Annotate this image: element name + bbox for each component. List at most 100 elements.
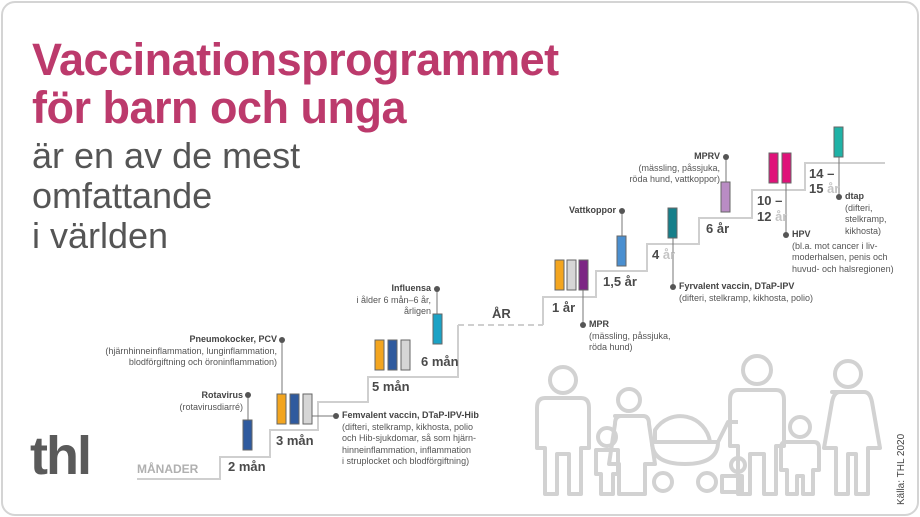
age-label-value: 10 – bbox=[757, 193, 783, 208]
pcv-vaccine-bar bbox=[276, 393, 287, 425]
age-label: 3 mån bbox=[276, 433, 314, 448]
age-label-value: 1 år bbox=[552, 300, 576, 315]
vaccine-description: (mässling, påssjuka, bbox=[638, 162, 720, 173]
leader-dot bbox=[279, 337, 285, 343]
vaccine-description: röda hund) bbox=[589, 342, 633, 352]
vaccine-name: Rotavirus bbox=[201, 390, 243, 400]
vaccine-description: i struplocket och blodförgiftning) bbox=[342, 456, 470, 466]
age-label: 1 år bbox=[552, 300, 575, 315]
age-label-value: 2 mån bbox=[228, 459, 266, 474]
vaccine-annotation: Fyrvalent vaccin, DTaP-IPV (difteri, stel… bbox=[679, 281, 813, 304]
vaccine-description: huvud- och halsregionen) bbox=[792, 263, 894, 274]
axis-label-months: MÅNADER bbox=[137, 462, 199, 476]
vaccine-description: årligen bbox=[403, 306, 431, 316]
leader-dot bbox=[333, 413, 339, 419]
vaccine-name: dtap bbox=[845, 191, 864, 201]
mpr-vaccine-bar bbox=[578, 259, 589, 291]
pcv-vaccine-bar bbox=[554, 259, 565, 291]
staircase-years bbox=[542, 162, 885, 325]
vaccine-description: (hjärnhinneinflammation, lunginflammatio… bbox=[105, 345, 277, 356]
age-label: 6 år bbox=[706, 221, 729, 236]
pcv-booster-bar bbox=[302, 393, 313, 425]
vaccine-annotation: MPR (mässling, påssjuka, röda hund) bbox=[589, 319, 671, 354]
age-label: 14 – bbox=[809, 166, 834, 181]
leader-dot bbox=[580, 322, 586, 328]
vaccine-description: (difteri, bbox=[845, 202, 873, 213]
vaccine-description: röda hund, vattkoppor) bbox=[629, 174, 720, 184]
hpv-vaccine-bar bbox=[781, 152, 792, 184]
vaccine-description: och Hib-sjukdomar, så som hjärn- bbox=[342, 433, 477, 443]
vaccine-description: (mässling, påssjuka, bbox=[589, 330, 671, 341]
age-label-unit: år bbox=[662, 247, 676, 262]
mprv-vaccine-bar bbox=[720, 181, 731, 213]
vaccine-annotation: dtap (difteri, stelkramp, kikhosta) bbox=[845, 191, 887, 237]
influenza-vaccine-bar bbox=[432, 313, 443, 345]
subtitle-line-3: i världen bbox=[32, 215, 169, 256]
vaccine-name: MPR bbox=[589, 319, 609, 329]
pcv-vaccine-bar bbox=[374, 339, 385, 371]
vaccine-name: Femvalent vaccin, DTaP-IPV-Hib bbox=[342, 410, 479, 420]
vaccine-annotation: Femvalent vaccin, DTaP-IPV-Hib (difteri, … bbox=[342, 410, 479, 468]
vaccine-description: hinneinflammation, inflammation bbox=[342, 444, 472, 455]
age-label-value: 15 bbox=[809, 181, 828, 196]
leader-dot bbox=[836, 194, 842, 200]
age-label-value: 4 bbox=[652, 247, 663, 262]
pcv-booster-bar bbox=[566, 259, 577, 291]
varicella-vaccine-bar bbox=[616, 235, 627, 267]
subtitle-line-2: omfattande bbox=[32, 175, 213, 216]
thl-logo: thl bbox=[30, 426, 92, 486]
age-label: 1,5 år bbox=[603, 274, 637, 289]
staircase-months bbox=[137, 325, 459, 480]
vaccine-description: moderhalsen, penis och bbox=[792, 252, 888, 262]
title-line-2: för barn och unga bbox=[32, 82, 407, 133]
age-label-value: 6 mån bbox=[421, 354, 459, 369]
vaccine-description: (bl.a. mot cancer i liv- bbox=[792, 240, 878, 251]
vaccine-name: Pneumokocker, PCV bbox=[189, 334, 277, 344]
family-illustration bbox=[535, 354, 882, 496]
age-label-value: 1,5 år bbox=[603, 274, 637, 289]
vaccine-annotation: Rotavirus (rotavirusdiarré) bbox=[179, 390, 243, 413]
vaccine-annotation: Pneumokocker, PCV (hjärnhinneinflammation… bbox=[105, 334, 277, 369]
age-label: 12 år bbox=[757, 209, 787, 224]
leader-dot bbox=[783, 232, 789, 238]
vaccine-description: stelkramp, bbox=[845, 214, 887, 224]
vaccine-description: (difteri, stelkramp, kikhosta, polio bbox=[342, 421, 474, 432]
age-label: 10 – bbox=[757, 193, 782, 208]
vaccine-annotation: Influensa i ålder 6 mån–6 år, årligen bbox=[356, 283, 431, 318]
title-line-1: Vaccinationsprogrammet bbox=[32, 34, 559, 85]
age-label: 2 mån bbox=[228, 459, 266, 474]
age-label-value: 12 bbox=[757, 209, 776, 224]
hpv-vaccine-bar bbox=[768, 152, 779, 184]
vaccine-description: blodförgiftning och öroninflammation) bbox=[128, 357, 277, 367]
leader-dot bbox=[434, 286, 440, 292]
age-label-value: 6 år bbox=[706, 221, 730, 236]
leader-dot bbox=[245, 392, 251, 398]
age-label: 4 år bbox=[652, 247, 675, 262]
age-label: 6 mån bbox=[421, 354, 459, 369]
age-label-value: 14 – bbox=[809, 166, 835, 181]
vaccine-description: (rotavirusdiarré) bbox=[179, 401, 243, 412]
age-label-value: 3 mån bbox=[276, 433, 314, 448]
age-label-unit: år bbox=[827, 181, 840, 196]
age-label-unit: år bbox=[775, 209, 788, 224]
pcv-booster-bar bbox=[400, 339, 411, 371]
vaccine-description: kikhosta) bbox=[845, 225, 882, 236]
vaccine-name: HPV bbox=[792, 229, 811, 239]
vaccine-name: Influensa bbox=[391, 283, 431, 293]
vaccine-annotation: Vattkoppor bbox=[569, 205, 616, 217]
vaccine-name: MPRV bbox=[694, 151, 720, 161]
leader-dot bbox=[670, 284, 676, 290]
vaccine-annotation: HPV (bl.a. mot cancer i liv-moderhalsen, … bbox=[792, 229, 894, 275]
dtap-ipv-hib-vaccine-bar bbox=[289, 393, 300, 425]
age-label: 15 år bbox=[809, 181, 839, 196]
vaccine-description: i ålder 6 mån–6 år, bbox=[356, 294, 431, 305]
axis-label-years: ÅR bbox=[492, 306, 511, 321]
leader-dot bbox=[723, 154, 729, 160]
age-label: 5 mån bbox=[372, 379, 410, 394]
age-label-value: 5 mån bbox=[372, 379, 410, 394]
vaccine-name: Vattkoppor bbox=[568, 205, 616, 215]
rotavirus-vaccine-bar bbox=[242, 419, 253, 451]
vaccine-annotation: MPRV (mässling, påssjuka, röda hund, vattk… bbox=[629, 151, 720, 186]
